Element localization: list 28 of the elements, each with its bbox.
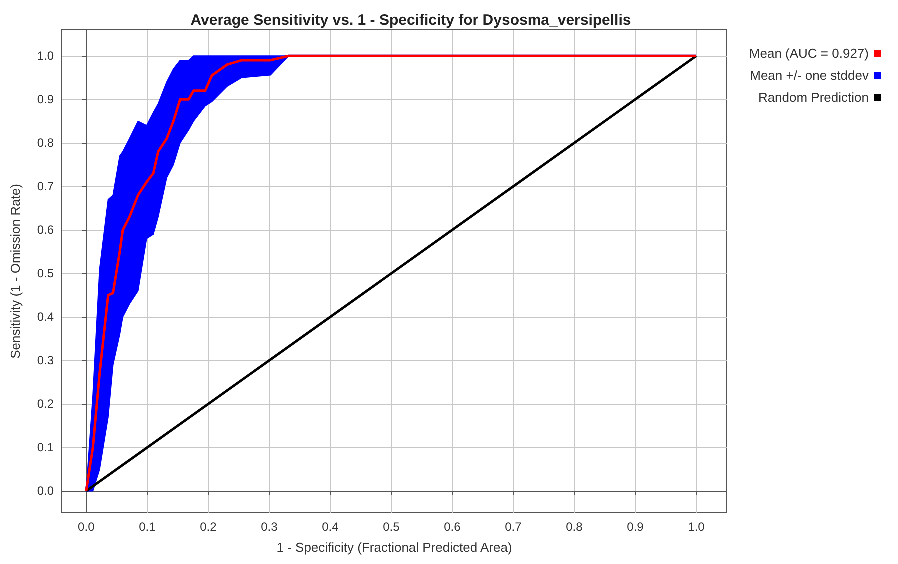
x-tick-label: 0.2 — [200, 520, 218, 534]
y-tick-label: 0.9 — [37, 92, 54, 107]
x-tick-label: 0.6 — [444, 520, 462, 534]
x-tick-label: 0.3 — [261, 520, 278, 534]
y-tick-label: 0.1 — [37, 440, 54, 455]
x-tick-label: 0.7 — [505, 520, 522, 534]
x-tick-label: 1.0 — [688, 520, 706, 534]
legend-label: Mean +/- one stddev — [750, 68, 870, 83]
legend-label: Mean (AUC = 0.927) — [749, 46, 869, 61]
y-tick-label: 0.4 — [37, 310, 54, 324]
y-tick-label: 0.2 — [37, 397, 54, 412]
x-tick-label: 0.1 — [139, 520, 156, 534]
x-tick-label: 0.8 — [566, 520, 584, 534]
y-axis-title: Sensitivity (1 - Omission Rate) — [8, 184, 23, 359]
legend-label: Random Prediction — [758, 90, 869, 105]
y-tick-label: 1.0 — [37, 49, 54, 64]
x-tick-label: 0.4 — [322, 520, 340, 534]
x-axis-title: 1 - Specificity (Fractional Predicted Area) — [276, 540, 512, 555]
y-tick-label: 0.5 — [37, 266, 54, 281]
y-tick-label: 0.8 — [37, 136, 54, 150]
x-tick-label: 0.0 — [78, 520, 96, 534]
x-tick-label: 0.9 — [627, 520, 644, 534]
x-tick-label: 0.5 — [383, 520, 400, 534]
y-tick-label: 0.3 — [37, 354, 54, 368]
chart-title: Average Sensitivity vs. 1 - Specificity for Dysosma_versipellis — [190, 12, 632, 29]
y-tick-label: 0.6 — [37, 223, 54, 238]
y-tick-label: 0.7 — [37, 180, 54, 194]
y-tick-label: 0.0 — [37, 484, 54, 498]
